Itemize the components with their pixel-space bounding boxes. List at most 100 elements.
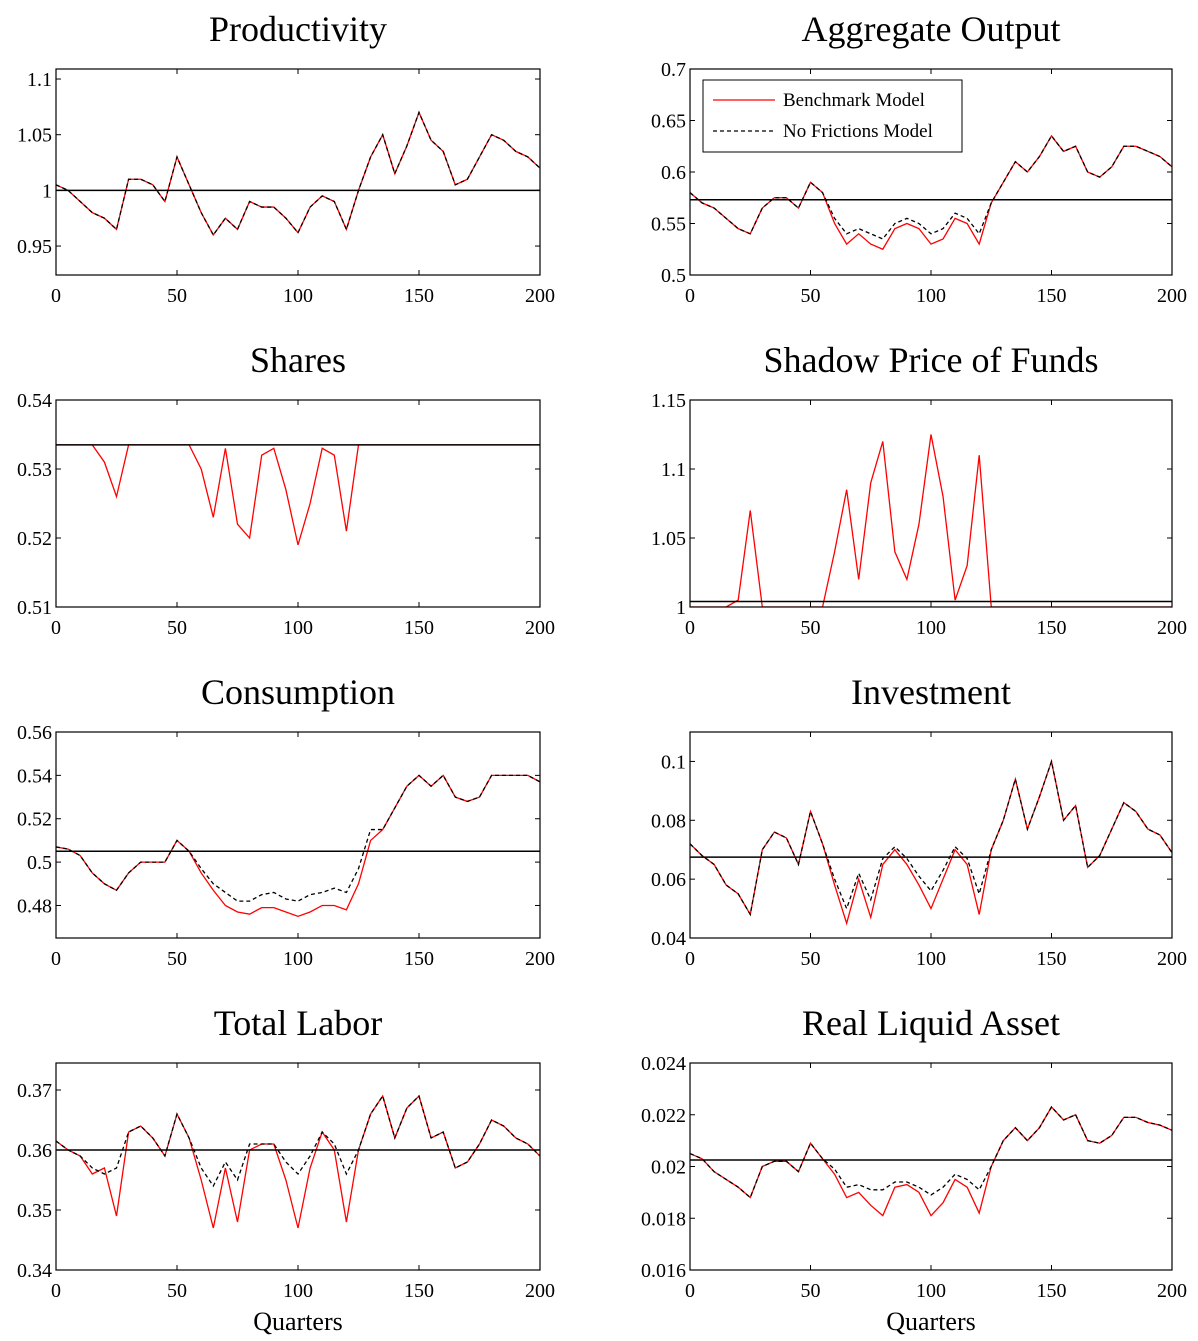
x-tick-label: 0 <box>51 617 61 639</box>
x-tick-label: 100 <box>283 617 313 639</box>
x-tick-label: 50 <box>167 948 187 970</box>
panel-title: Shares <box>250 340 346 380</box>
x-tick-label: 50 <box>801 1280 821 1302</box>
series-line <box>56 774 540 902</box>
x-tick-label: 150 <box>1037 1280 1067 1302</box>
y-tick-label: 0.34 <box>17 1260 52 1282</box>
series-line <box>690 134 1172 251</box>
series-line <box>690 134 1172 240</box>
x-tick-label: 50 <box>167 1280 187 1302</box>
panel: Productivity 0.95 1 1.05 1.1 0 50 100 150 200 <box>17 9 555 307</box>
x-tick-label: 200 <box>1157 285 1187 307</box>
x-tick-label: 0 <box>51 948 61 970</box>
panel: Investment 0.04 0.06 0.08 0.1 0 50 100 150 200 <box>651 672 1187 970</box>
x-tick-label: 150 <box>1037 948 1067 970</box>
x-tick-label: 150 <box>404 948 434 970</box>
x-tick-label: 50 <box>167 285 187 307</box>
y-tick-label: 1 <box>676 597 686 619</box>
plot-frame <box>689 399 1173 608</box>
series-line <box>690 1105 1172 1199</box>
y-tick-label: 0.5 <box>661 265 686 287</box>
y-tick-label: 0.06 <box>651 869 686 891</box>
x-tick-label: 0 <box>51 1280 61 1302</box>
y-tick-label: 0.1 <box>661 751 686 773</box>
x-tick-label: 200 <box>1157 617 1187 639</box>
y-tick-label: 0.37 <box>17 1080 52 1102</box>
x-tick-label: 50 <box>801 948 821 970</box>
y-tick-label: 1.15 <box>651 390 686 412</box>
plot-frame <box>55 68 541 276</box>
panel-title: Consumption <box>201 672 395 712</box>
series-line <box>56 110 540 237</box>
y-tick-label: 0.018 <box>641 1208 686 1230</box>
y-tick-label: 0.51 <box>17 597 52 619</box>
y-tick-label: 0.016 <box>641 1260 686 1282</box>
x-tick-label: 50 <box>801 617 821 639</box>
y-tick-label: 0.56 <box>17 722 52 744</box>
y-tick-label: 0.65 <box>651 111 686 133</box>
x-tick-label: 200 <box>525 285 555 307</box>
panel: Total Labor 0.34 0.35 0.36 0.37 0 50 100 150 200 Q… <box>17 1003 555 1336</box>
x-tick-label: 150 <box>1037 617 1067 639</box>
series-line <box>690 1105 1172 1217</box>
x-axis-label: Quarters <box>253 1307 343 1336</box>
x-tick-label: 150 <box>404 285 434 307</box>
legend-box <box>702 79 963 153</box>
panel-title: Productivity <box>209 9 387 49</box>
y-tick-label: 0.52 <box>17 809 52 831</box>
x-tick-label: 0 <box>685 285 695 307</box>
y-tick-label: 0.5 <box>27 852 52 874</box>
x-tick-label: 100 <box>916 948 946 970</box>
series-line <box>690 758 1172 917</box>
x-tick-label: 200 <box>525 1280 555 1302</box>
y-tick-label: 1 <box>42 180 52 202</box>
panel: Consumption 0.48 0.5 0.52 0.54 0.56 0 50 100 150 2… <box>17 672 555 970</box>
panel-title: Investment <box>851 672 1011 712</box>
panel-title: Real Liquid Asset <box>802 1003 1060 1043</box>
y-tick-label: 0.48 <box>17 895 52 917</box>
x-tick-label: 100 <box>916 285 946 307</box>
x-tick-label: 50 <box>801 285 821 307</box>
legend-label: Benchmark Model <box>783 90 925 111</box>
y-tick-label: 1.05 <box>651 528 686 550</box>
panel: Real Liquid Asset 0.016 0.018 0.02 0.022 0.02… <box>641 1003 1187 1336</box>
x-tick-label: 150 <box>1037 285 1067 307</box>
legend: Benchmark Model No Frictions Model <box>702 79 963 153</box>
x-tick-label: 200 <box>525 948 555 970</box>
series-line <box>56 774 540 918</box>
x-tick-label: 100 <box>916 617 946 639</box>
series-line <box>56 1094 540 1188</box>
y-tick-label: 1.1 <box>27 69 52 91</box>
panel-title: Aggregate Output <box>802 9 1061 49</box>
panel: Aggregate Output 0.5 0.55 0.6 0.65 0.7 0 50 100 1… <box>651 9 1187 307</box>
x-tick-label: 0 <box>685 1280 695 1302</box>
panel: Shares 0.51 0.52 0.53 0.54 0 50 100 150 200 <box>17 340 555 639</box>
plot-frame <box>55 1062 541 1271</box>
x-tick-label: 0 <box>51 285 61 307</box>
series-line <box>56 110 540 237</box>
y-tick-label: 0.55 <box>651 214 686 236</box>
x-tick-label: 200 <box>1157 948 1187 970</box>
x-tick-label: 100 <box>283 1280 313 1302</box>
x-tick-label: 200 <box>1157 1280 1187 1302</box>
x-tick-label: 100 <box>283 948 313 970</box>
y-tick-label: 0.54 <box>17 765 52 787</box>
series-line <box>690 434 1172 607</box>
y-tick-label: 0.6 <box>661 162 686 184</box>
y-tick-label: 0.54 <box>17 390 52 412</box>
y-tick-label: 0.02 <box>651 1157 686 1179</box>
plot-frame <box>55 731 541 939</box>
y-tick-label: 0.08 <box>651 810 686 832</box>
series-line <box>690 758 1172 926</box>
plot-frame <box>55 399 541 608</box>
x-tick-label: 50 <box>167 617 187 639</box>
legend-label: No Frictions Model <box>783 121 933 142</box>
y-tick-label: 1.1 <box>661 459 686 481</box>
panel-title: Total Labor <box>214 1003 382 1043</box>
y-tick-label: 0.95 <box>17 236 52 258</box>
x-tick-label: 150 <box>404 1280 434 1302</box>
x-tick-label: 200 <box>525 617 555 639</box>
x-axis-label: Quarters <box>886 1307 976 1336</box>
panel: Shadow Price of Funds 1 1.05 1.1 1.15 0 50 100 1… <box>651 340 1187 639</box>
